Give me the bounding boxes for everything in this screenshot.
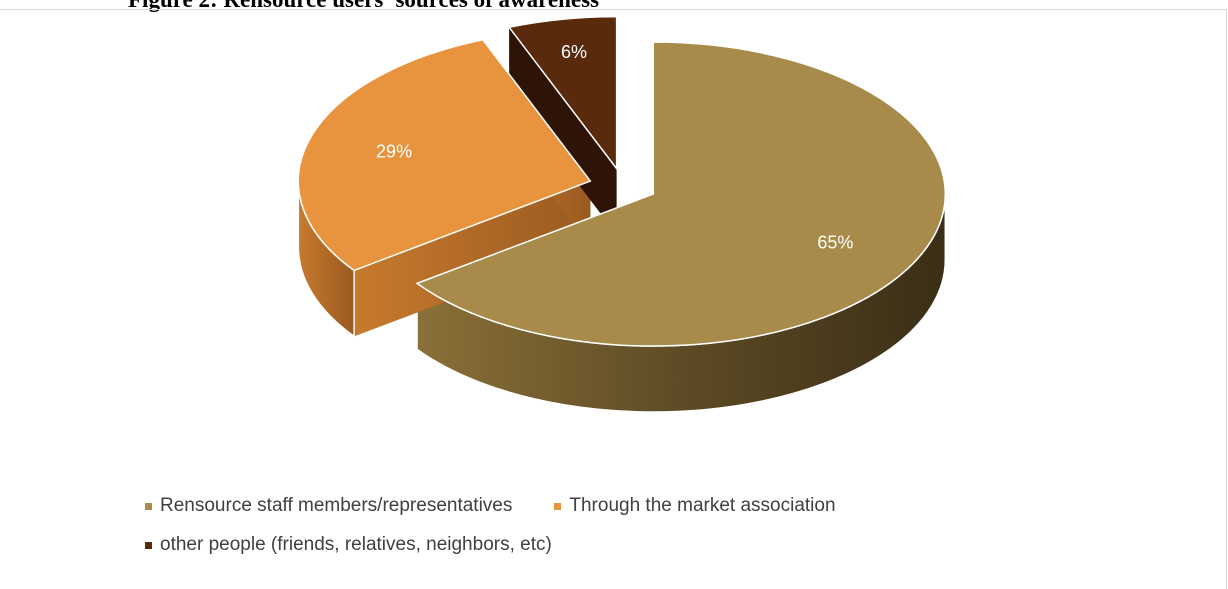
- legend-swatch-other: [145, 541, 152, 549]
- data-label-market: 29%: [376, 141, 412, 161]
- legend-item-market: Through the market association: [554, 495, 836, 517]
- legend-swatch-staff: [145, 502, 152, 510]
- chart-frame: [0, 9, 1227, 589]
- pie-slice-market: [297, 38, 592, 272]
- pie-slice-staff: [415, 41, 947, 347]
- legend-swatch-market: [554, 502, 562, 510]
- legend-item-staff: Rensource staff members/representatives: [145, 495, 512, 517]
- legend: Rensource staff members/representatives …: [145, 494, 878, 572]
- legend-item-other: other people (friends, relatives, neighb…: [145, 534, 552, 556]
- data-label-other: 6%: [561, 42, 587, 62]
- legend-label-other: other people (friends, relatives, neighb…: [160, 534, 552, 555]
- data-label-staff: 65%: [817, 232, 853, 252]
- legend-label-staff: Rensource staff members/representatives: [160, 495, 513, 516]
- legend-label-market: Through the market association: [569, 495, 836, 516]
- pie-slice-market-cut-wall: [354, 181, 591, 337]
- pie-slice-other: [507, 15, 618, 171]
- pie-slice-other-side: [509, 27, 617, 235]
- pie-slice-other-cut-wall: [509, 27, 617, 235]
